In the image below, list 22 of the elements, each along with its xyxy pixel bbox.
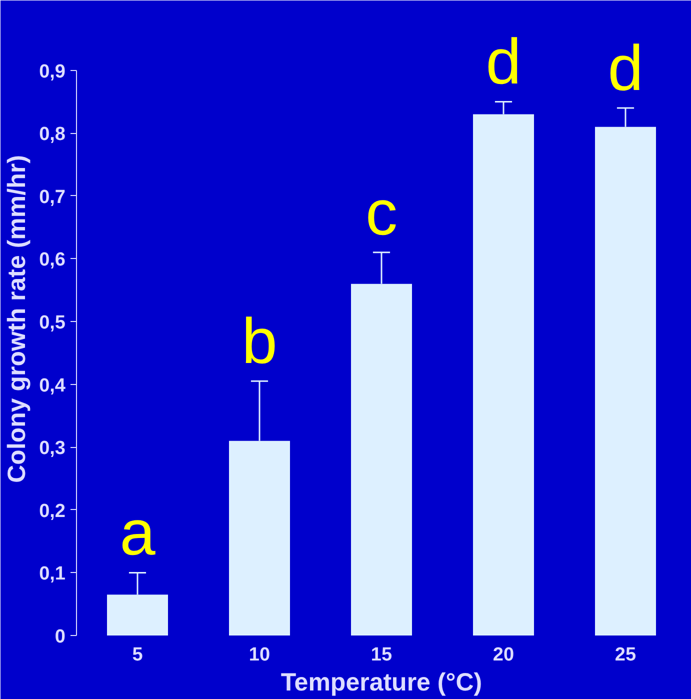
x-tick-label: 20 xyxy=(492,644,514,666)
annotation: d xyxy=(608,32,644,104)
annotation: a xyxy=(120,496,156,569)
x-tick-label: 10 xyxy=(248,644,270,666)
x-axis-title: Temperature (°C) xyxy=(280,668,482,696)
y-tick-label: 0,2 xyxy=(39,500,66,522)
y-tick-label: 0,3 xyxy=(39,438,66,460)
y-tick-label: 0 xyxy=(54,626,66,648)
annotation: b xyxy=(242,305,278,378)
y-tick-label: 0,8 xyxy=(39,124,66,146)
y-tick-label: 0,6 xyxy=(39,250,66,271)
x-tick-label: 25 xyxy=(614,644,636,666)
x-tick-label: 15 xyxy=(370,644,392,666)
y-tick-label: 0,7 xyxy=(39,186,66,208)
y-tick-label: 0,1 xyxy=(39,564,66,585)
y-tick-label: 0,9 xyxy=(39,61,66,82)
annotation: c xyxy=(366,176,398,248)
annotation: d xyxy=(486,26,522,98)
x-tick-label: 5 xyxy=(132,644,144,666)
y-axis-title: Colony growth rate (mm/hr) xyxy=(3,155,32,483)
y-tick-label: 0,5 xyxy=(39,312,66,334)
y-tick-label: 0,4 xyxy=(39,375,66,396)
